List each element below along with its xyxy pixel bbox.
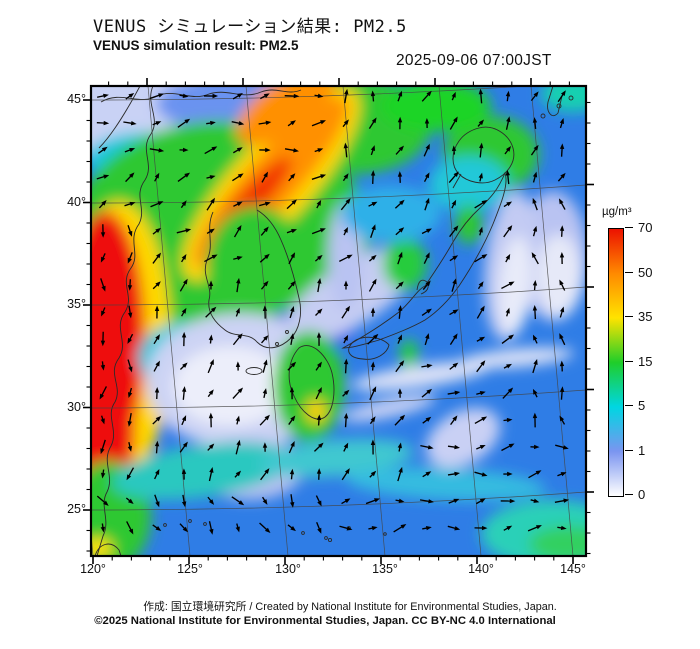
lon-tick-label: 145° (560, 562, 586, 576)
lon-tick-label: 135° (372, 562, 398, 576)
pm25-concentration-map (83, 78, 594, 564)
lon-tick-label: 130° (275, 562, 301, 576)
copyright-line: ©2025 National Institute for Environment… (94, 615, 556, 627)
page-title-japanese: VENUS シミュレーション結果: PM2.5 (93, 17, 407, 37)
lon-tick-label: 120° (80, 562, 106, 576)
lon-tick-label: 125° (177, 562, 203, 576)
colorbar: µg/m³ 0 1 5 15 35 50 70 (596, 200, 700, 510)
map-frame (89, 84, 588, 558)
lon-tick-label: 140° (468, 562, 494, 576)
colorbar-tick-label: 35 (638, 309, 653, 324)
colorbar-tick-label: 5 (638, 398, 646, 413)
colorbar-tick (625, 271, 633, 273)
lat-tick-label: 40° (67, 195, 86, 209)
wind-vectors-layer (96, 88, 570, 535)
colorbar-tick-label: 15 (638, 353, 653, 369)
colorbar-tick-label: 50 (638, 264, 653, 280)
colorbar-tick (625, 360, 633, 362)
lat-tick-label: 25° (67, 502, 86, 516)
simulation-timestamp: 2025-09-06 07:00JST (396, 52, 552, 69)
lat-tick-label: 45° (67, 92, 86, 106)
colorbar-tick (625, 494, 633, 495)
page-title-english: VENUS simulation result: PM2.5 (93, 38, 299, 53)
colorbar-tick (625, 405, 633, 406)
colorbar-tick-label: 70 (638, 220, 653, 235)
lat-tick-label: 30° (67, 400, 86, 414)
colorbar-gradient (608, 228, 624, 497)
colorbar-tick-label: 1 (638, 442, 646, 458)
colorbar-tick (625, 316, 633, 317)
coastlines-layer (94, 86, 574, 556)
colorbar-unit-label: µg/m³ (602, 206, 632, 218)
colorbar-tick-label: 0 (638, 487, 646, 502)
graticule-layer (91, 86, 586, 556)
attribution-line: 作成: 国立環境研究所 / Created by National Instit… (143, 601, 557, 613)
lat-tick-label: 35° (67, 297, 86, 311)
colorbar-tick (625, 227, 633, 228)
colorbar-tick (625, 449, 633, 451)
